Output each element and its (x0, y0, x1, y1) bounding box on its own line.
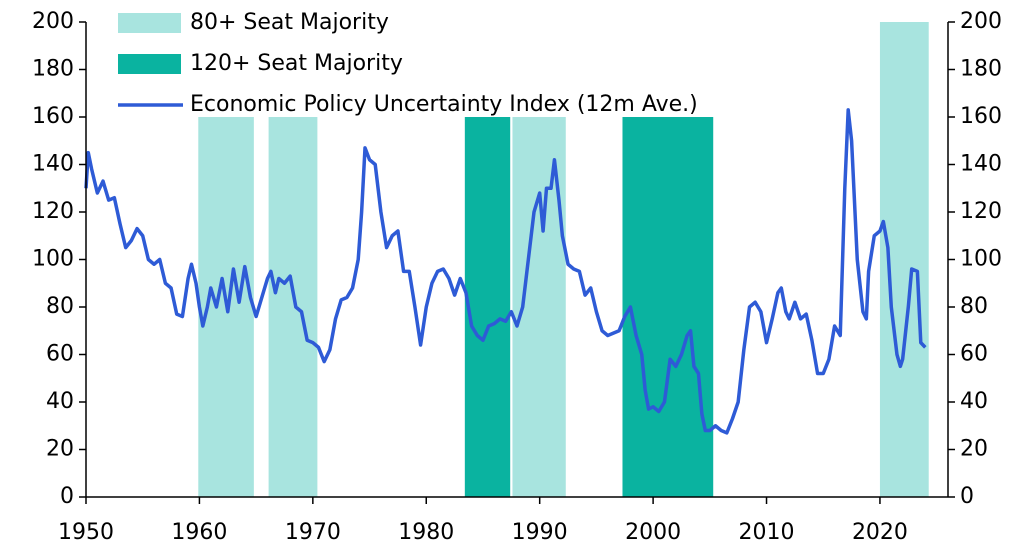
y2-tick-label: 80 (960, 294, 988, 319)
y-tick-label: 120 (32, 199, 74, 224)
y-tick-label: 80 (46, 294, 74, 319)
y-tick-label: 20 (46, 437, 74, 462)
majority-band (464, 117, 511, 497)
x-tick-label: 2000 (625, 520, 681, 545)
y-tick-label: 180 (32, 57, 74, 82)
y2-tick-label: 100 (960, 247, 1002, 272)
legend-label: 80+ Seat Majority (190, 10, 389, 35)
y2-tick-label: 200 (960, 9, 1002, 34)
y2-tick-label: 140 (960, 152, 1002, 177)
x-tick-label: 2010 (739, 520, 795, 545)
y2-tick-label: 180 (960, 57, 1002, 82)
x-tick-label: 1960 (171, 520, 227, 545)
x-tick-label: 1950 (58, 520, 114, 545)
y-tick-label: 60 (46, 342, 74, 367)
y-tick-label: 100 (32, 247, 74, 272)
y2-tick-label: 120 (960, 199, 1002, 224)
x-tick-label: 1990 (512, 520, 568, 545)
uncertainty-line (84, 108, 927, 435)
x-tick-label: 1970 (285, 520, 341, 545)
legend-label: 120+ Seat Majority (190, 51, 403, 76)
x-tick-label: 1980 (398, 520, 454, 545)
legend-label: Economic Policy Uncertainty Index (12m A… (190, 92, 698, 117)
y-tick-label: 200 (32, 9, 74, 34)
legend-swatch (118, 54, 181, 74)
legend-swatch (118, 13, 181, 33)
y-tick-label: 140 (32, 152, 74, 177)
majority-band (268, 117, 318, 497)
y-tick-label: 160 (32, 104, 74, 129)
majority-band (622, 117, 714, 497)
y-tick-label: 40 (46, 389, 74, 414)
y2-tick-label: 60 (960, 342, 988, 367)
y-tick-label: 0 (60, 484, 74, 509)
x-tick-label: 2020 (852, 520, 908, 545)
y2-tick-label: 40 (960, 389, 988, 414)
y2-tick-label: 20 (960, 437, 988, 462)
y2-tick-label: 160 (960, 104, 1002, 129)
y2-tick-label: 0 (960, 484, 974, 509)
